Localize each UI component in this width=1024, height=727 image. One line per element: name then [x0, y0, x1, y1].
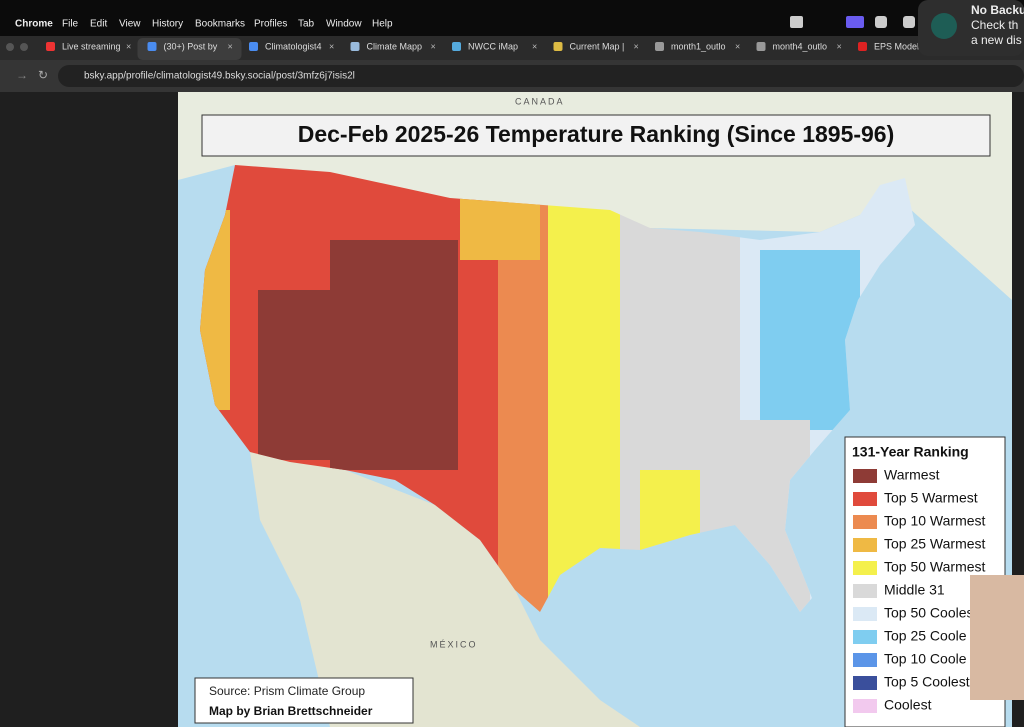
- legend-label: Top 5 Coolest: [884, 674, 970, 690]
- legend-swatch: [853, 515, 877, 529]
- tab-icon: [147, 42, 157, 51]
- menu-item[interactable]: Window: [326, 19, 362, 30]
- menu-item[interactable]: Profiles: [254, 19, 287, 30]
- menu-item[interactable]: Bookmarks: [195, 19, 245, 30]
- legend-label: Top 10 Warmest: [884, 513, 986, 529]
- tab-title[interactable]: Live streaming: [62, 41, 121, 51]
- legend-label: Top 50 Cooles: [884, 605, 974, 621]
- tab-title[interactable]: (30+) Post by: [164, 41, 218, 51]
- source: Source: Prism Climate Group: [209, 684, 365, 698]
- tab-close[interactable]: ×: [837, 41, 842, 51]
- tab-icon: [858, 42, 867, 51]
- legend-swatch: [853, 630, 877, 644]
- window-button[interactable]: [6, 43, 14, 51]
- source-box: [194, 677, 414, 724]
- tab-icon: [756, 42, 766, 51]
- address-field[interactable]: [58, 65, 1024, 87]
- legend-label: Middle 31: [884, 582, 945, 598]
- legend-label: Top 25 Coole: [884, 628, 967, 644]
- region: [548, 165, 620, 612]
- tab-title[interactable]: NWCC iMap: [468, 41, 518, 51]
- menu-item[interactable]: View: [119, 19, 141, 30]
- legend-swatch: [853, 538, 877, 552]
- place-label: CANADA: [515, 96, 565, 106]
- menu-item[interactable]: History: [152, 19, 183, 30]
- legend-label: Top 10 Coole: [884, 651, 967, 667]
- legend-swatch: [853, 584, 877, 598]
- tab-title[interactable]: Climatologist4: [265, 41, 322, 51]
- url: bsky.app/profile/climatologist49.bsky.so…: [84, 71, 355, 82]
- tab-icon: [452, 42, 461, 51]
- tab-close[interactable]: ×: [532, 41, 537, 51]
- forward-button[interactable]: →: [16, 68, 28, 82]
- notification-text: Check th: [971, 18, 1018, 32]
- tab-close[interactable]: ×: [431, 41, 436, 51]
- menu-item[interactable]: Help: [372, 19, 393, 30]
- menu-item[interactable]: File: [62, 19, 79, 30]
- legend-label: Top 5 Warmest: [884, 490, 978, 506]
- legend-swatch: [853, 469, 877, 483]
- tab-close[interactable]: ×: [228, 41, 233, 51]
- status-icon: [846, 16, 864, 28]
- legend-title: 131-Year Ranking: [852, 444, 969, 460]
- tab-icon: [350, 42, 360, 51]
- legend-swatch: [853, 653, 877, 667]
- tab-title[interactable]: EPS Model: [874, 41, 919, 51]
- map-title: Dec-Feb 2025-26 Temperature Ranking (Sin…: [298, 121, 895, 147]
- tab-icon: [46, 42, 55, 51]
- tab-close[interactable]: ×: [329, 41, 334, 51]
- credit: Map by Brian Brettschneider: [209, 704, 373, 718]
- menu-item[interactable]: Edit: [90, 19, 107, 30]
- region: [760, 250, 860, 430]
- tab-title[interactable]: month1_outlo: [671, 41, 726, 51]
- legend-label: Warmest: [884, 467, 940, 483]
- tab-close[interactable]: ×: [634, 41, 639, 51]
- legend-swatch: [853, 492, 877, 506]
- land-mexico: [250, 452, 640, 727]
- tab-icon: [553, 42, 563, 51]
- video-thumbnail: [970, 575, 1024, 700]
- legend-label: Top 50 Warmest: [884, 559, 986, 575]
- notification-text: No Backu: [971, 3, 1024, 17]
- tab-title[interactable]: Climate Mapp: [367, 41, 423, 51]
- tab-icon: [249, 42, 258, 51]
- legend-swatch: [853, 607, 877, 621]
- tab-icon: [655, 42, 664, 51]
- legend-label: Top 25 Warmest: [884, 536, 986, 552]
- status-icon: [875, 16, 887, 28]
- region: [258, 290, 338, 460]
- menu-item[interactable]: Tab: [298, 19, 315, 30]
- tab-close[interactable]: ×: [735, 41, 740, 51]
- legend-swatch: [853, 676, 877, 690]
- legend-swatch: [853, 699, 877, 713]
- status-icon: [903, 16, 915, 28]
- notification-icon: [931, 13, 957, 39]
- legend-swatch: [853, 561, 877, 575]
- notification-text: a new dis: [971, 33, 1022, 47]
- tab-title[interactable]: Current Map |: [570, 41, 625, 51]
- window-button[interactable]: [20, 43, 28, 51]
- reload-button[interactable]: ↻: [38, 68, 48, 82]
- status-icon: [790, 16, 803, 28]
- tab-title[interactable]: month4_outlo: [773, 41, 828, 51]
- title-box: [201, 114, 991, 157]
- menu-item[interactable]: Chrome: [15, 19, 53, 30]
- tab-close[interactable]: ×: [126, 41, 131, 51]
- active-tab: [137, 38, 242, 60]
- legend-label: Coolest: [884, 697, 932, 713]
- place-label: MÉXICO: [430, 639, 478, 649]
